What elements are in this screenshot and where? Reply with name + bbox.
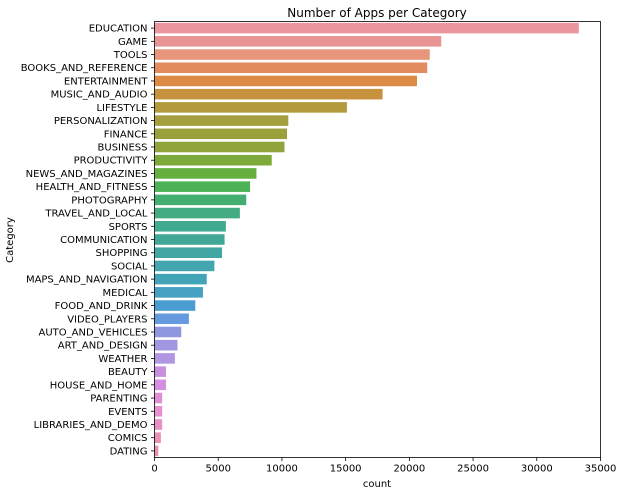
category-label: FINANCE (104, 129, 148, 140)
bar (154, 36, 442, 47)
bar (154, 194, 247, 206)
x-tick-label: 20000 (393, 464, 425, 475)
bar (154, 366, 166, 377)
bar (154, 392, 163, 404)
x-axis-title: count (363, 479, 391, 490)
category-label: AUTO_AND_VEHICLES (38, 327, 147, 338)
bar (154, 141, 285, 153)
bar (154, 207, 240, 219)
category-label: SPORTS (109, 222, 148, 233)
category-label: BUSINESS (98, 143, 148, 154)
category-label: COMMUNICATION (60, 235, 147, 246)
bar (154, 128, 288, 140)
bar (154, 22, 579, 34)
category-label: MUSIC_AND_AUDIO (51, 90, 148, 101)
bar (154, 234, 225, 245)
category-label: HEALTH_AND_FITNESS (36, 182, 148, 193)
x-tick-label: 25000 (457, 464, 489, 475)
category-label: MAPS_AND_NAVIGATION (26, 275, 148, 286)
category-label: TRAVEL_AND_LOCAL (44, 209, 148, 220)
bar (154, 154, 272, 166)
bar (154, 313, 189, 325)
category-label: COMICS (108, 433, 148, 444)
category-label: EVENTS (108, 407, 147, 418)
x-tick-label: 10000 (266, 464, 298, 475)
bar (154, 168, 257, 179)
category-label: PHOTOGRAPHY (71, 195, 148, 206)
category-label: EDUCATION (89, 24, 148, 35)
bar (154, 326, 182, 338)
category-label: DATING (110, 446, 148, 457)
x-axis-ticks: 0 5000 10000 15000 20000 25000 30000 35000 (151, 457, 617, 475)
x-tick-label: 5000 (205, 464, 230, 475)
chart-title: Number of Apps per Category (287, 6, 466, 20)
bar (154, 247, 223, 258)
bar (154, 353, 175, 364)
y-axis-title: Category (5, 217, 16, 263)
category-label: GAME (118, 37, 148, 48)
bar (154, 300, 196, 311)
plot-frame (154, 21, 601, 458)
bar (154, 273, 207, 285)
bar (154, 432, 161, 443)
bar (154, 75, 418, 87)
category-label: BEAUTY (108, 367, 148, 378)
category-label: PRODUCTIVITY (74, 156, 149, 167)
category-label: WEATHER (98, 354, 147, 365)
bar (154, 260, 215, 272)
bar (154, 405, 163, 417)
x-tick-label: 0 (151, 464, 157, 475)
category-label: ENTERTAINMENT (64, 76, 148, 87)
x-tick-label: 30000 (521, 464, 553, 475)
category-label: SHOPPING (96, 248, 148, 259)
bar (154, 287, 203, 298)
category-label: ART_AND_DESIGN (58, 341, 148, 352)
x-tick-label: 15000 (330, 464, 362, 475)
category-label: BOOKS_AND_REFERENCE (21, 63, 148, 74)
category-label: PERSONALIZATION (54, 116, 148, 127)
x-tick-label: 35000 (585, 464, 617, 475)
category-label: TOOLS (113, 50, 148, 61)
category-label: MEDICAL (103, 288, 148, 299)
bar (154, 339, 178, 351)
bar (154, 221, 226, 232)
bar (154, 62, 428, 74)
bar (154, 181, 251, 192)
category-label: NEWS_AND_MAGAZINES (26, 169, 148, 180)
category-label: LIFESTYLE (96, 103, 147, 114)
bars-group (154, 22, 579, 457)
bar (154, 445, 159, 457)
bar (154, 419, 163, 430)
bar (154, 88, 383, 100)
bar (154, 102, 347, 113)
category-label: HOUSE_AND_HOME (50, 380, 148, 391)
category-label: PARENTING (90, 394, 147, 405)
category-label: SOCIAL (111, 261, 148, 272)
category-label: VIDEO_PLAYERS (67, 314, 147, 325)
category-label: FOOD_AND_DRINK (55, 301, 148, 312)
bar (154, 49, 430, 60)
category-label: LIBRARIES_AND_DEMO (34, 420, 148, 431)
bar (154, 115, 289, 126)
category-labels: EDUCATION GAME TOOLS BOOKS_AND_REFERENCE ENT… (21, 24, 155, 457)
bar (154, 379, 166, 391)
